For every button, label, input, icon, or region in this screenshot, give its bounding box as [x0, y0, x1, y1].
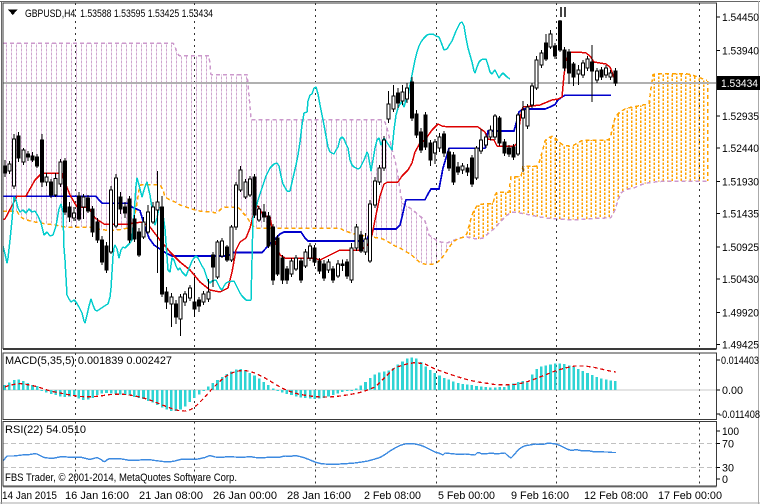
svg-text:0.014403: 0.014403 — [721, 355, 759, 367]
svg-text:1.54450: 1.54450 — [722, 12, 759, 24]
svg-text:9 Feb 16:00: 9 Feb 16:00 — [511, 490, 569, 502]
svg-text:30: 30 — [722, 463, 734, 475]
svg-text:-0.011408: -0.011408 — [719, 409, 760, 421]
svg-text:1.53940: 1.53940 — [722, 45, 759, 57]
svg-text:RSI(22) 54.0510: RSI(22) 54.0510 — [5, 424, 86, 436]
svg-text:21 Jan 08:00: 21 Jan 08:00 — [139, 490, 203, 502]
svg-text:70: 70 — [722, 439, 734, 451]
svg-text:28 Jan 16:00: 28 Jan 16:00 — [287, 490, 351, 502]
svg-text:MACD(5,35,5) 0.001839 0.002427: MACD(5,35,5) 0.001839 0.002427 — [5, 355, 172, 367]
svg-text:1.49425: 1.49425 — [722, 340, 759, 352]
svg-text:GBPUSD,H4 1.53588 1.53595 1.5: GBPUSD,H4 1.53588 1.53595 1.53425 1.5343… — [25, 8, 213, 20]
svg-text:1.53434: 1.53434 — [721, 78, 758, 90]
svg-text:1.51435: 1.51435 — [722, 209, 759, 221]
svg-text:12 Feb 08:00: 12 Feb 08:00 — [584, 490, 648, 502]
svg-text:2 Feb 08:00: 2 Feb 08:00 — [364, 490, 421, 502]
svg-text:5 Feb 00:00: 5 Feb 00:00 — [438, 490, 495, 502]
svg-text:1.50925: 1.50925 — [722, 242, 759, 254]
svg-text:1.52935: 1.52935 — [722, 111, 759, 123]
svg-text:26 Jan 00:00: 26 Jan 00:00 — [213, 490, 277, 502]
svg-text:17 Feb 00:00: 17 Feb 00:00 — [658, 490, 722, 502]
svg-text:100: 100 — [722, 426, 739, 438]
svg-text:1.52440: 1.52440 — [722, 143, 759, 155]
svg-text:FBS Trader, © 2001-2014, MetaQ: FBS Trader, © 2001-2014, MetaQuotes Soft… — [5, 472, 237, 484]
svg-text:14 Jan 2015: 14 Jan 2015 — [2, 490, 57, 502]
svg-text:0.00: 0.00 — [722, 385, 743, 397]
svg-text:16 Jan 16:00: 16 Jan 16:00 — [65, 490, 129, 502]
svg-text:0: 0 — [722, 474, 728, 486]
svg-text:1.50430: 1.50430 — [722, 274, 759, 286]
svg-text:1.49920: 1.49920 — [722, 307, 759, 319]
svg-text:1.51930: 1.51930 — [722, 176, 759, 188]
